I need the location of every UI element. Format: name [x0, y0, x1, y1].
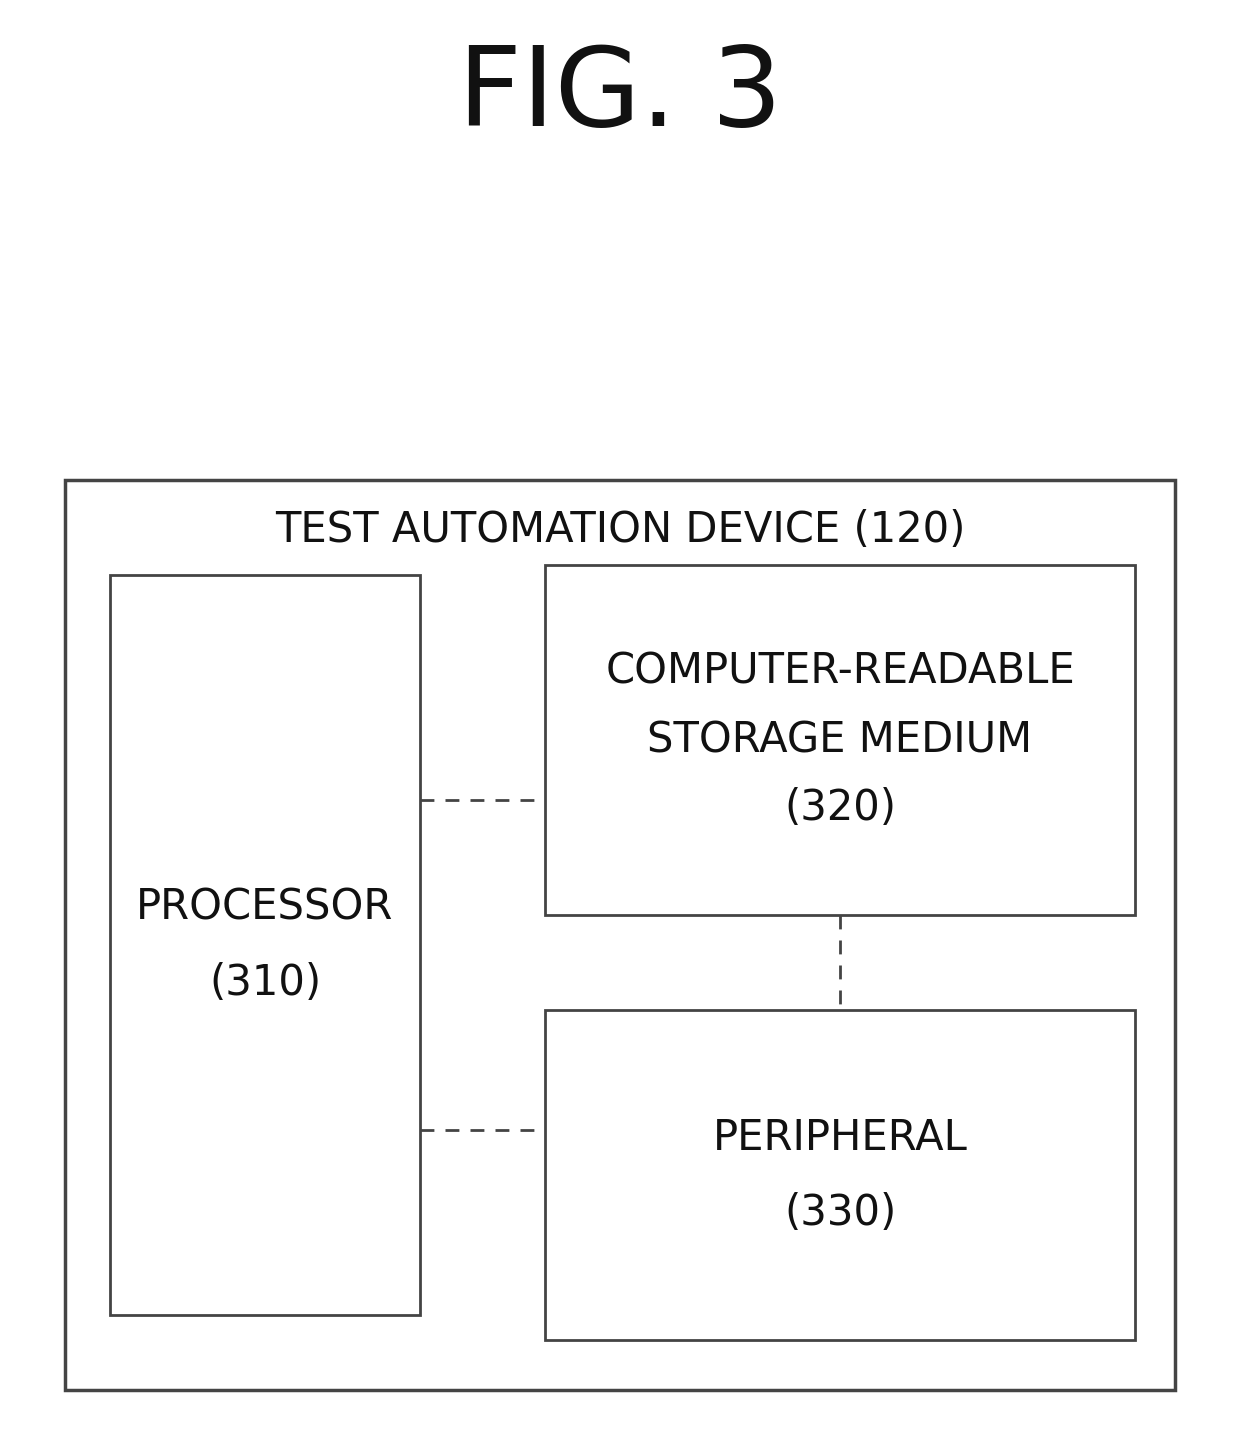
- Text: PERIPHERAL
(330): PERIPHERAL (330): [713, 1116, 967, 1234]
- Bar: [64, 480, 1176, 1391]
- Bar: [546, 566, 1135, 915]
- Bar: [110, 576, 420, 1315]
- Text: COMPUTER-READABLE
STORAGE MEDIUM
(320): COMPUTER-READABLE STORAGE MEDIUM (320): [605, 651, 1075, 829]
- Text: FIG. 3: FIG. 3: [458, 42, 782, 148]
- Text: PROCESSOR
(310): PROCESSOR (310): [136, 886, 393, 1003]
- Text: TEST AUTOMATION DEVICE (120): TEST AUTOMATION DEVICE (120): [275, 509, 965, 551]
- Bar: [546, 1011, 1135, 1340]
